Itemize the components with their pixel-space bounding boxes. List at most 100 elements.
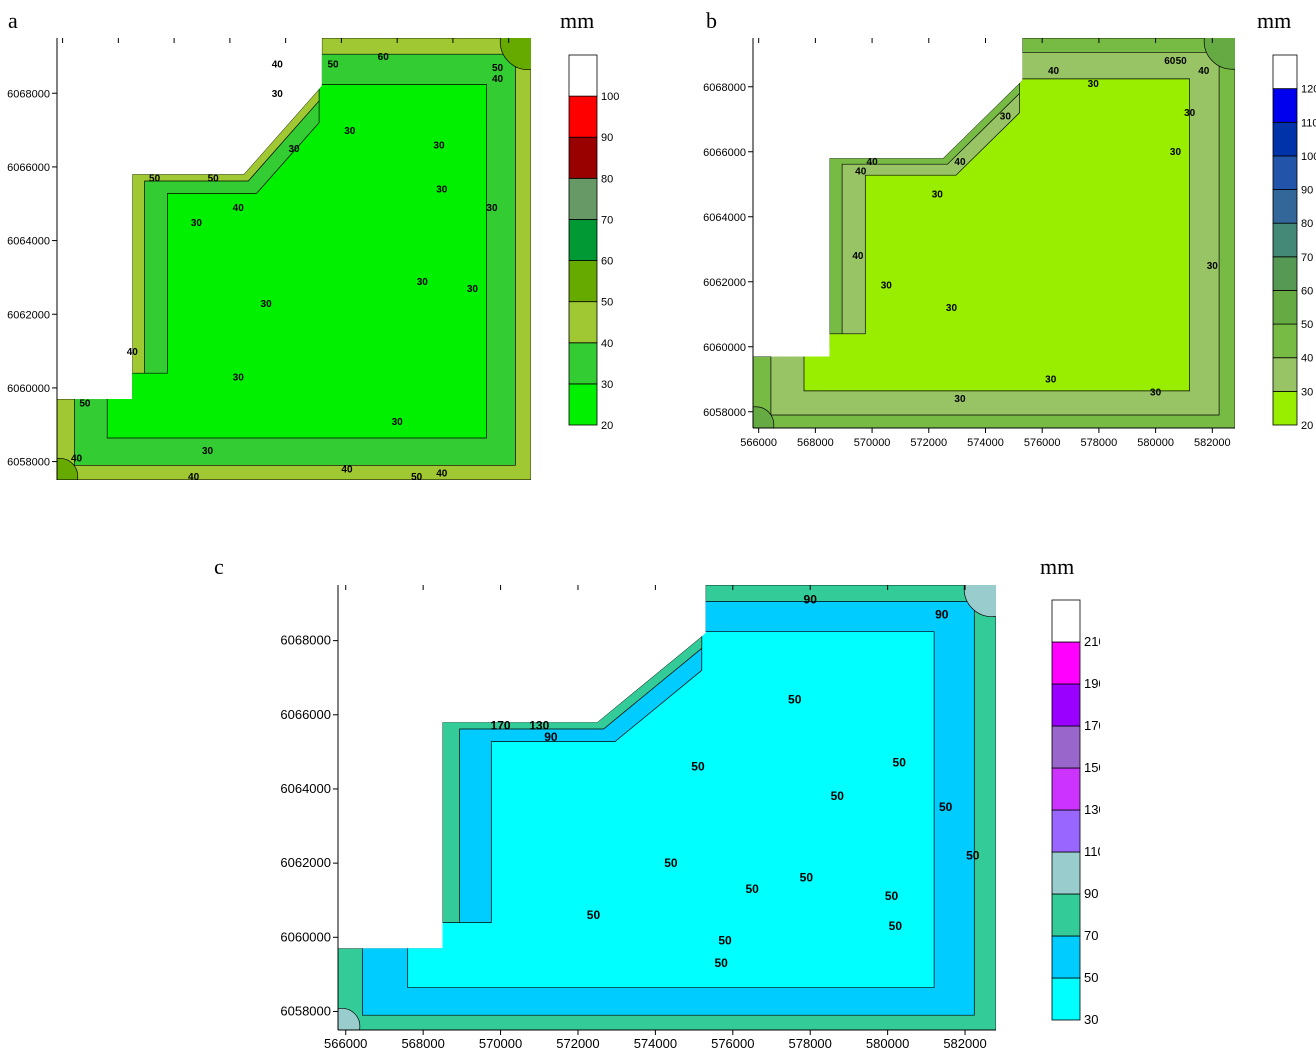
contour-label: 30 xyxy=(272,89,284,100)
contour-label: 40 xyxy=(867,157,879,168)
y-tick-label: 6058000 xyxy=(703,407,746,419)
y-tick-label: 6068000 xyxy=(703,82,746,94)
panel-label: c xyxy=(214,554,224,579)
map-chart-a: 5660005680005700005720005740005760005780… xyxy=(7,38,619,480)
contour-label: 30 xyxy=(417,277,429,288)
y-tick-label: 6062000 xyxy=(703,277,746,289)
x-tick-label: 576000 xyxy=(1024,437,1061,449)
colorbar-segment xyxy=(568,177,598,220)
contour-label: 40 xyxy=(272,59,284,70)
colorbar-segment xyxy=(568,219,598,261)
colorbar: 20 30 40 50 60 70 80 90 100 110 120 xyxy=(1272,54,1316,432)
y-tick-label: 6066000 xyxy=(280,707,331,722)
contour-label: 50 xyxy=(718,934,732,948)
contour-label: 40 xyxy=(127,347,139,358)
colorbar-tick-label: 120 xyxy=(1301,84,1316,96)
axes: 5660005680005700005720005740005760005780… xyxy=(7,38,531,480)
y-tick-label: 6064000 xyxy=(7,236,50,248)
colorbar-tick-label: 100 xyxy=(601,91,619,103)
contour-label: 30 xyxy=(344,126,356,137)
colorbar-tick-label: 110 xyxy=(1301,117,1316,129)
colorbar-segment xyxy=(1051,725,1081,769)
panel-a: a mm 56600056800057000057200057400057600… xyxy=(0,0,640,480)
x-tick-label: 570000 xyxy=(854,437,891,449)
contour-label: 50 xyxy=(1176,56,1188,67)
contour-label: 60 xyxy=(378,52,390,63)
colorbar-segment xyxy=(568,342,598,385)
colorbar-tick-label: 30 xyxy=(1301,386,1313,398)
x-tick-label: 578000 xyxy=(1081,437,1118,449)
contour-label: 30 xyxy=(191,218,203,229)
colorbar-segment xyxy=(1051,683,1081,727)
contour-label: 50 xyxy=(788,693,802,707)
contour-label: 50 xyxy=(411,472,423,480)
y-tick-label: 6058000 xyxy=(280,1003,331,1018)
contour-label: 30 xyxy=(467,284,479,295)
x-tick-label: 574000 xyxy=(967,437,1004,449)
x-tick-label: 582000 xyxy=(943,1036,986,1050)
contour-label: 40 xyxy=(71,454,83,465)
contour-label: 30 xyxy=(881,280,893,291)
contour-label: 30 xyxy=(392,417,404,428)
contour-label: 50 xyxy=(587,908,601,922)
colorbar-tick-label: 20 xyxy=(1301,420,1313,432)
contour-label: 40 xyxy=(492,74,504,85)
colorbar-tick-label: 210 xyxy=(1084,634,1100,649)
colorbar-tick-label: 50 xyxy=(1301,319,1313,331)
panel-c: c mm 566000 568000 570000 572000 574000 57600… xyxy=(200,550,1100,1050)
colorbar-tick-label: 70 xyxy=(1301,252,1313,264)
contour-band xyxy=(57,457,79,480)
contour-label: 60 xyxy=(1164,56,1176,67)
colorbar-unit: mm xyxy=(1040,554,1075,579)
contour-label: 40 xyxy=(1048,66,1060,77)
y-tick-label: 6062000 xyxy=(7,309,50,321)
colorbar-tick-label: 50 xyxy=(601,297,613,309)
colorbar: 30 50 70 90 110 130 150 170 190 210 xyxy=(1051,599,1100,1027)
colorbar-tick-label: 110 xyxy=(1084,844,1100,859)
colorbar-tick-label: 40 xyxy=(1301,353,1313,365)
contour-band xyxy=(407,631,935,989)
contour-label: 40 xyxy=(855,167,867,178)
contour-label: 40 xyxy=(188,472,200,480)
contour-field xyxy=(57,38,531,480)
panel-label: b xyxy=(706,8,717,33)
contour-label: 50 xyxy=(885,889,899,903)
colorbar-segment xyxy=(1051,977,1081,1021)
colorbar-tick-label: 130 xyxy=(1084,802,1100,817)
contour-band xyxy=(803,78,1190,392)
contour-band xyxy=(106,84,487,439)
colorbar-segment xyxy=(1272,256,1298,291)
contour-label: 50 xyxy=(800,871,814,885)
colorbar-segment xyxy=(1272,323,1298,359)
contour-label: 30 xyxy=(1184,108,1196,119)
colorbar-tick-label: 30 xyxy=(1084,1012,1098,1027)
colorbar-segment xyxy=(1272,357,1298,392)
x-tick-label: 580000 xyxy=(1137,437,1174,449)
contour-label: 90 xyxy=(804,593,818,607)
colorbar-segment xyxy=(1051,935,1081,979)
colorbar-segment xyxy=(1272,54,1298,90)
contour-label: 30 xyxy=(1150,388,1162,399)
colorbar-segment xyxy=(1051,767,1081,811)
contour-label: 30 xyxy=(1045,375,1057,386)
contour-label: 50 xyxy=(664,856,678,870)
colorbar-segment xyxy=(1272,189,1298,224)
colorbar-tick-label: 70 xyxy=(1084,928,1098,943)
colorbar-tick-label: 50 xyxy=(1084,970,1098,985)
colorbar-segment xyxy=(1051,641,1081,685)
y-tick-label: 6058000 xyxy=(7,457,50,469)
contour-band xyxy=(1203,38,1235,70)
x-tick-label: 572000 xyxy=(556,1036,599,1050)
colorbar-tick-label: 170 xyxy=(1084,718,1100,733)
contour-label: 90 xyxy=(544,730,558,744)
contour-band xyxy=(499,38,531,71)
contour-label: 30 xyxy=(436,185,448,196)
contour-label: 40 xyxy=(341,465,353,476)
y-tick-label: 6068000 xyxy=(7,88,50,100)
colorbar-segment xyxy=(1272,222,1298,258)
contour-label: 40 xyxy=(436,468,448,479)
colorbar-tick-label: 90 xyxy=(1084,886,1098,901)
